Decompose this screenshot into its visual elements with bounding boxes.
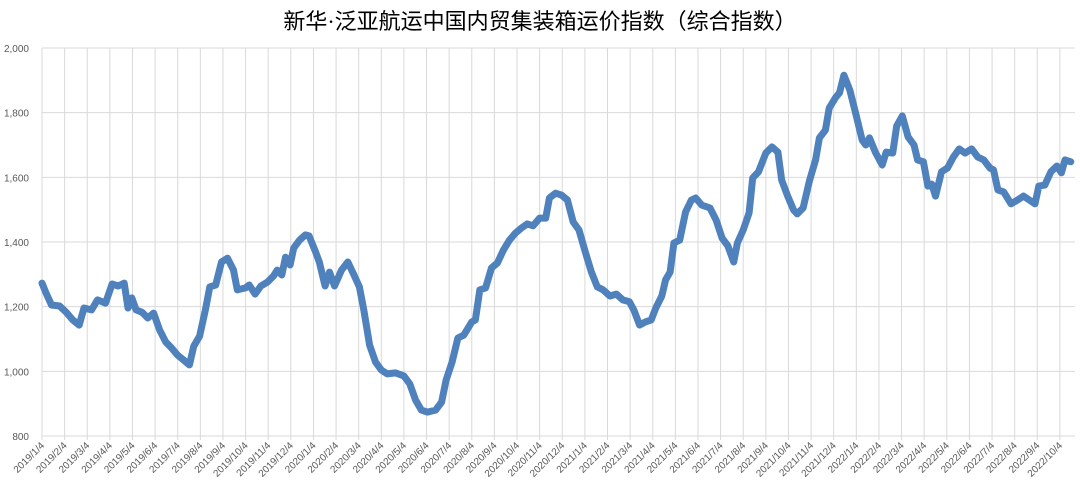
x-axis-labels: 2019/1/42019/2/42019/3/42019/4/42019/5/4… (12, 440, 1066, 480)
y-tick-label: 800 (12, 432, 29, 443)
chart-title: 新华·泛亚航运中国内贸集装箱运价指数（综合指数） (283, 9, 797, 34)
series-line (38, 71, 1075, 416)
gridlines (41, 47, 1075, 440)
y-tick-label: 2,000 (4, 44, 29, 55)
y-tick-label: 1,000 (4, 367, 29, 378)
series (38, 71, 1075, 416)
y-tick-label: 1,400 (4, 238, 29, 249)
y-tick-label: 1,200 (4, 303, 29, 314)
y-tick-label: 1,600 (4, 173, 29, 184)
y-axis-labels: 800 1,000 1,200 1,400 1,600 1,800 2,000 (4, 44, 29, 443)
y-tick-label: 1,800 (4, 109, 29, 120)
